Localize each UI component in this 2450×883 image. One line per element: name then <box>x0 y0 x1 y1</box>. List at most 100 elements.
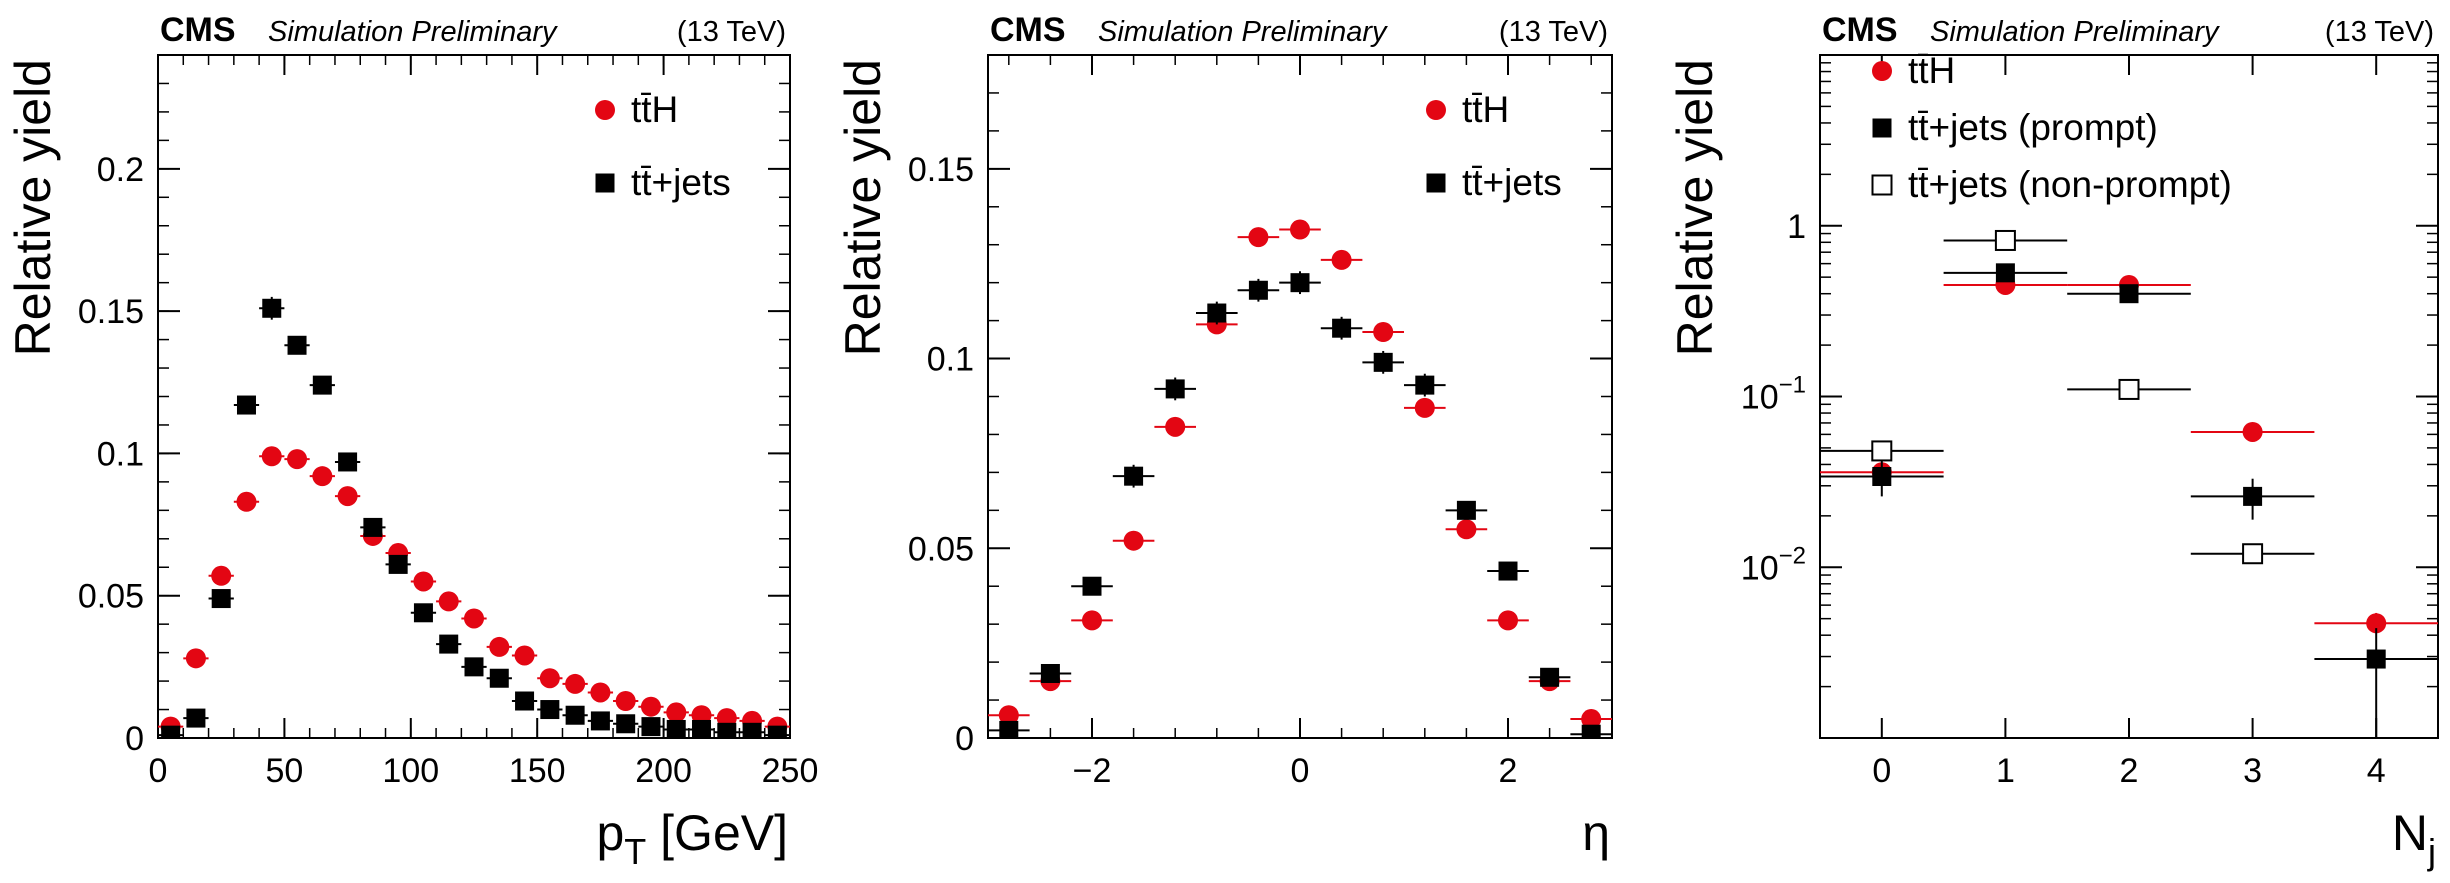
data-point <box>1082 610 1102 631</box>
x-tick-label: 250 <box>762 752 819 790</box>
data-layer <box>1820 229 2438 738</box>
data-point <box>1082 576 1102 596</box>
data-point <box>186 708 206 728</box>
data-point <box>666 719 686 738</box>
legend-label: tt̄+jets (non-prompt) <box>1908 164 2232 205</box>
data-point <box>539 668 560 689</box>
legend-label: tt̄+jets <box>1462 162 1562 203</box>
series-0 <box>988 219 1612 730</box>
legend-marker <box>1426 100 1446 120</box>
x-tick-label: 4 <box>2367 752 2386 790</box>
chart-pt: CMS Simulation Preliminary (13 TeV) Relativ… <box>5 11 818 872</box>
experiment-label: CMS <box>160 11 236 49</box>
data-point <box>1414 397 1435 418</box>
data-point <box>1165 416 1186 437</box>
y-tick-label: 0.05 <box>908 530 974 568</box>
data-point <box>1994 229 2016 251</box>
x-tick-label: 0 <box>149 752 168 790</box>
chart-nj: CMS Simulation Preliminary (13 TeV) Relativ… <box>1667 11 2439 872</box>
data-point <box>2118 378 2140 400</box>
chart-eta: CMS Simulation Preliminary (13 TeV) Relativ… <box>835 11 1613 861</box>
data-point <box>211 565 232 586</box>
data-point <box>2243 486 2263 506</box>
data-point <box>211 589 231 609</box>
data-point <box>1332 318 1352 338</box>
x-tick-label: 200 <box>635 752 692 790</box>
y-tick-label: 0.1 <box>97 435 144 473</box>
series-1 <box>1820 263 2438 738</box>
data-point <box>236 395 256 415</box>
data-point <box>1290 273 1310 293</box>
y-tick-label: 0.05 <box>78 578 144 616</box>
data-point <box>1872 466 1892 486</box>
x-tick-label: 100 <box>382 752 439 790</box>
data-point <box>1456 519 1477 540</box>
data-point <box>1498 610 1518 631</box>
data-point <box>1415 375 1435 395</box>
data-point <box>2119 284 2139 304</box>
y-axis-title: Relative yield <box>835 59 891 356</box>
data-point <box>1373 352 1393 372</box>
data-point <box>590 682 611 703</box>
data-point <box>489 636 510 657</box>
y-tick-label: 10−1 <box>1741 372 1806 417</box>
data-point <box>1165 379 1185 399</box>
data-point <box>2366 613 2387 634</box>
data-point <box>287 335 307 355</box>
series-0 <box>1820 274 2438 634</box>
legend-marker <box>595 173 615 193</box>
data-point <box>692 719 712 738</box>
legend-marker <box>1426 173 1446 193</box>
energy-label: (13 TeV) <box>2325 16 2434 48</box>
data-point <box>1995 263 2015 283</box>
data-point <box>1207 303 1227 323</box>
legend-marker <box>1872 118 1892 138</box>
data-point <box>767 725 787 738</box>
x-axis-title: η <box>1582 805 1610 861</box>
data-point <box>1248 227 1269 248</box>
data-point <box>337 486 358 507</box>
legend-label: tt̄+jets <box>631 162 731 203</box>
data-layer <box>158 296 790 738</box>
data-point <box>439 634 459 654</box>
data-point <box>514 645 535 666</box>
data-point <box>515 691 535 711</box>
data-point <box>616 714 636 734</box>
legend: tt̄H tt̄+jets <box>595 89 731 203</box>
y-axis-title: Relative yield <box>5 59 61 356</box>
y-tick-label: 0.2 <box>97 151 144 189</box>
data-point <box>413 571 434 592</box>
data-point <box>312 466 333 487</box>
legend-label: tt̄H <box>631 89 678 130</box>
legend-marker <box>1872 61 1892 81</box>
data-point <box>1331 249 1352 270</box>
data-point <box>717 722 737 738</box>
data-point <box>2242 543 2264 565</box>
legend: tt̄H tt̄+jets (prompt) tt̄+jets (non-promp… <box>1871 50 2232 205</box>
series-1 <box>988 271 1612 738</box>
data-point <box>998 705 1019 726</box>
data-point <box>464 657 484 677</box>
y-tick-label: 0.1 <box>927 341 974 379</box>
data-point <box>261 446 282 467</box>
data-point <box>1871 440 1893 462</box>
data-point <box>590 711 610 731</box>
y-tick-label: 0 <box>955 720 974 758</box>
legend-marker <box>595 100 615 120</box>
y-axis-title: Relative yield <box>1667 59 1723 356</box>
data-point <box>1123 530 1144 551</box>
data-point <box>640 696 661 717</box>
series-2 <box>1820 229 2315 565</box>
data-point <box>161 725 181 738</box>
data-point <box>2242 421 2263 442</box>
y-tick-label: 0.15 <box>78 293 144 331</box>
data-point <box>565 705 585 725</box>
legend: tt̄H tt̄+jets <box>1426 89 1562 203</box>
experiment-label: CMS <box>990 11 1066 49</box>
legend-label: tt̄H <box>1462 89 1509 130</box>
legend-marker <box>1871 174 1893 196</box>
x-tick-label: 0 <box>1291 752 1310 790</box>
data-point <box>1581 724 1601 738</box>
data-point <box>1498 561 1518 581</box>
data-point <box>1581 709 1602 730</box>
